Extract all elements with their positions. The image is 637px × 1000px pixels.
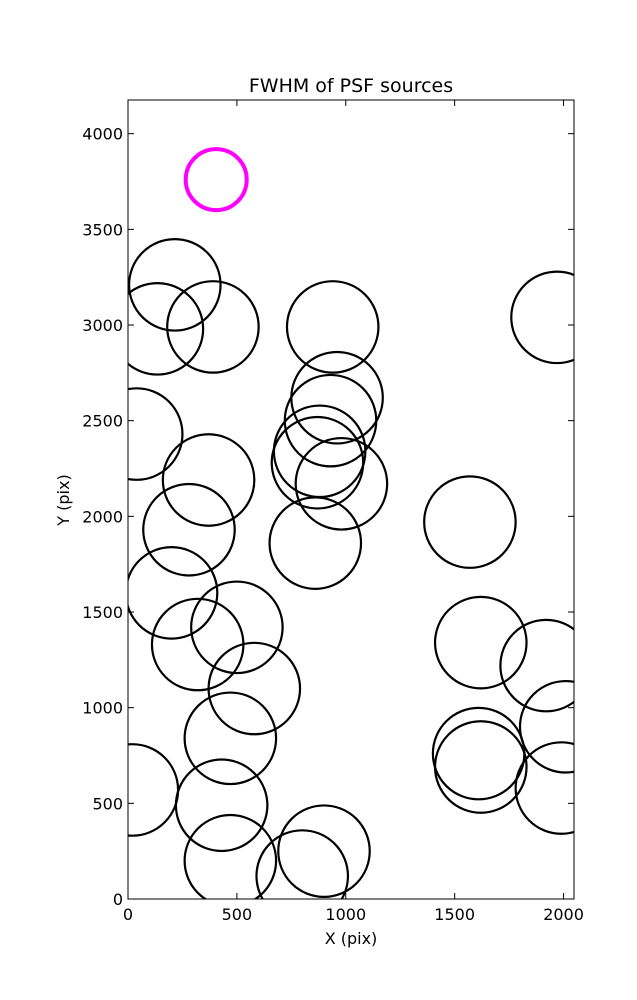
x-axis-label: X (pix) [325, 929, 378, 948]
psf-source-circle [166, 280, 260, 374]
x-tick-label: 1000 [325, 905, 366, 924]
x-tick-label: 500 [222, 905, 253, 924]
psf-source-circle [514, 741, 574, 835]
psf-source-circle [128, 387, 184, 481]
psf-source-circle [268, 496, 363, 590]
chart-title: FWHM of PSF sources [249, 75, 453, 97]
psf-source-circle [433, 720, 528, 814]
y-tick-label: 2500 [82, 412, 123, 431]
psf-source-circle [183, 813, 278, 899]
y-tick-label: 2000 [82, 507, 123, 526]
psf-source-circle [294, 436, 389, 531]
psf-source-circle [285, 280, 380, 374]
x-tick-label: 1500 [434, 905, 475, 924]
y-tick-label: 1000 [82, 699, 123, 718]
psf-source-circle [128, 238, 222, 332]
y-tick-label: 1500 [82, 603, 123, 622]
psf-source-circle [499, 618, 574, 713]
plot-frame [127, 99, 575, 900]
y-tick-label: 4000 [82, 125, 123, 144]
psf-source-circle [510, 270, 574, 365]
y-tick-label: 500 [92, 794, 123, 813]
psf-source-circle [128, 743, 180, 837]
highlighted-source-circle [183, 147, 249, 213]
psf-source-circle [255, 829, 350, 899]
x-tick-label: 2000 [543, 905, 584, 924]
x-tick-label: 0 [123, 905, 133, 924]
y-tick-label: 0 [113, 890, 123, 909]
psf-source-circle [270, 415, 365, 510]
x-axis-ticks: 0 500 1000 1500 2000 [123, 100, 584, 924]
psf-source-circle [190, 580, 284, 675]
plot-marks [128, 147, 574, 899]
psf-source-circle [518, 679, 574, 774]
psf-source-circle [183, 691, 278, 786]
y-axis-ticks: 0 500 1000 1500 2000 2500 3000 3500 4000 [82, 125, 574, 909]
psf-source-circle [277, 804, 371, 898]
psf-source-circle [128, 546, 219, 640]
psf-source-circle [174, 758, 269, 853]
psf-source-circle [128, 282, 205, 376]
psf-source-circle [423, 475, 517, 569]
psf-source-circle [207, 641, 302, 736]
y-tick-label: 3500 [82, 220, 123, 239]
psf-source-circle [150, 597, 245, 692]
psf-source-circle [142, 482, 236, 577]
psf-source-circle [433, 595, 528, 690]
psf-source-circle [272, 404, 367, 499]
psf-source-circle [161, 433, 256, 527]
y-axis-label: Y (pix) [54, 474, 73, 526]
y-tick-label: 3000 [82, 316, 123, 335]
